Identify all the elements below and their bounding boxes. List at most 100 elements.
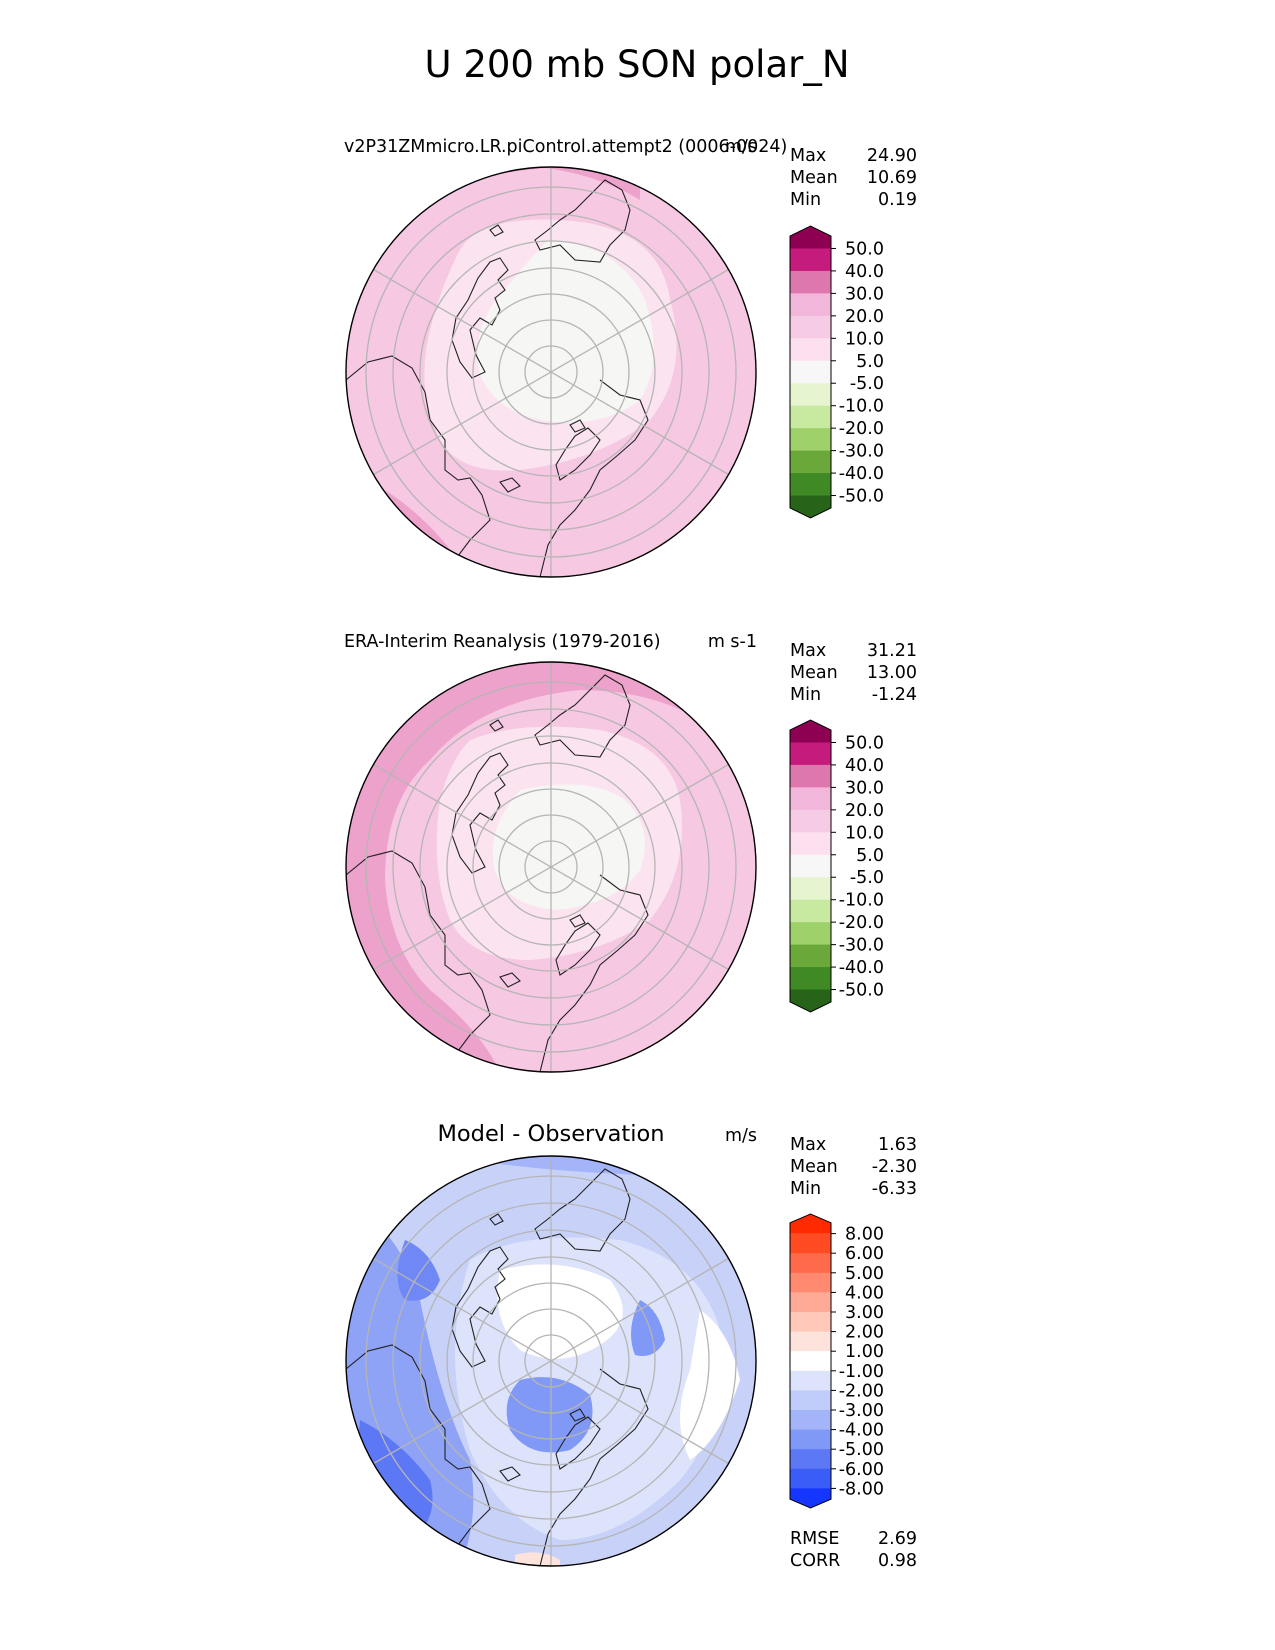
panel-obs-stats: Max 31.21 Mean 13.00 Min -1.24 (790, 641, 917, 705)
coastline-americas (346, 355, 491, 577)
stat-label-min: Min (790, 685, 821, 705)
panel-diff-stats: Max 1.63 Mean -2.30 Min -6.33 (790, 1135, 917, 1199)
stat-label-max: Max (790, 641, 826, 661)
colorbar-tick-label: 5.0 (856, 846, 884, 866)
colorbar-swatch (790, 764, 831, 788)
stat-value-max: 24.90 (867, 146, 917, 166)
coastline-greenland (451, 257, 509, 379)
coastline-eurasia (534, 179, 649, 577)
colorbar-tick-label: -50.0 (839, 981, 884, 1001)
colorbar-tick-label: 50.0 (845, 239, 884, 259)
colorbar-tick-label: -30.0 (839, 936, 884, 956)
stat-value-min: 0.19 (878, 190, 917, 210)
stat-value-max: 1.63 (878, 1135, 917, 1155)
panel-obs-units: m s-1 (708, 632, 757, 652)
map-border (345, 661, 757, 1073)
panel-diff-footer-stats: RMSE 2.69 CORR 0.98 (790, 1529, 917, 1571)
colorbar-tick-label: 30.0 (845, 778, 884, 798)
colorbar-swatch (790, 1253, 831, 1274)
stat-value-min: -1.24 (872, 685, 917, 705)
colorbar-swatch (790, 1292, 831, 1313)
stat-label-mean: Mean (790, 1157, 838, 1177)
colorbar-swatch (790, 248, 831, 272)
panel-model: v2P31ZMmicro.LR.piControl.attempt2 (0006… (344, 137, 917, 578)
colorbar-tick-label: 50.0 (845, 733, 884, 753)
colorbar-extend-min (790, 989, 831, 1012)
coastline-americas (346, 1344, 491, 1566)
colorbar-tick-label: -3.00 (839, 1401, 884, 1421)
colorbar-tick-label: 1.00 (845, 1342, 884, 1362)
coastline-americas (346, 850, 491, 1072)
meridian-line (373, 763, 729, 971)
colorbar-swatch (790, 967, 831, 990)
colorbar-extend-min (790, 495, 831, 518)
stat-label-corr: CORR (790, 1551, 840, 1571)
coastline-greenland (451, 752, 509, 874)
stat-value-corr: 0.98 (878, 1551, 917, 1571)
panel-obs: ERA-Interim Reanalysis (1979-2016) m s-1… (344, 632, 917, 1073)
panel-model-title: v2P31ZMmicro.LR.piControl.attempt2 (0006… (344, 137, 787, 157)
coastline-islands (489, 719, 586, 988)
stat-label-mean: Mean (790, 168, 838, 188)
field-neg-core-nw (397, 1240, 440, 1301)
coastlines (346, 179, 649, 577)
field-pos-spot (515, 1552, 560, 1566)
meridian-line (373, 1257, 729, 1465)
colorbar-tick-label: 40.0 (845, 262, 884, 282)
coastlines (346, 674, 649, 1072)
colorbar-obs: 50.0 40.030.0 20.010.0 5.0-5.0 -10.0-20.0 -30… (789, 719, 884, 1013)
colorbar-diff: 8.006.005.004.003.002.001.00-1.00-2.00-3… (789, 1213, 884, 1509)
coastline-islands (489, 1213, 586, 1482)
colorbar-swatch (790, 1429, 831, 1450)
colorbar-tick-label: -30.0 (839, 442, 884, 462)
colorbar-tick-label: 40.0 (845, 756, 884, 776)
colorbar-tick-label: -10.0 (839, 397, 884, 417)
graticule (365, 1156, 737, 1566)
colorbar-swatch (790, 1390, 831, 1411)
map-border (345, 166, 757, 578)
colorbar-swatch (790, 1331, 831, 1352)
panel-obs-title: ERA-Interim Reanalysis (1979-2016) (344, 632, 661, 652)
colorbar-swatch (790, 383, 831, 407)
field-neg-core-center (506, 1377, 593, 1453)
colorbar-swatch (790, 832, 831, 856)
colorbar-swatch (790, 473, 831, 496)
colorbar-swatch (790, 1312, 831, 1332)
colorbar-tick-label: 8.00 (845, 1225, 884, 1245)
map-border (345, 1155, 757, 1567)
panel-diff: Model - Observation m/s Max 1.63 Mean -2… (345, 1121, 917, 1571)
colorbar-tick-label: 2.00 (845, 1323, 884, 1343)
colorbar-swatch (790, 1351, 831, 1372)
colorbar-tick-label: -40.0 (839, 464, 884, 484)
field-neg-core-east (631, 1300, 665, 1356)
colorbar-tick-label: -5.0 (850, 374, 884, 394)
colorbar-swatch (790, 270, 831, 294)
stat-value-min: -6.33 (872, 1179, 917, 1199)
coastline-greenland (451, 1246, 509, 1368)
colorbar-tick-label: -20.0 (839, 913, 884, 933)
field-white-east (680, 1310, 740, 1460)
colorbar-tick-label: -5.0 (850, 868, 884, 888)
graticule (365, 662, 737, 1072)
colorbar-tick-label: 20.0 (845, 307, 884, 327)
colorbar-tick-label: -1.00 (839, 1362, 884, 1382)
colorbar-swatch (790, 877, 831, 901)
stat-value-mean: -2.30 (872, 1157, 917, 1177)
colorbar-swatch (790, 809, 831, 833)
colorbar-swatch (790, 1370, 831, 1391)
stat-label-min: Min (790, 190, 821, 210)
colorbar-tick-label: 3.00 (845, 1303, 884, 1323)
stat-value-mean: 10.69 (867, 168, 917, 188)
meridian-line (373, 268, 729, 476)
colorbar-swatch (790, 742, 831, 766)
colorbar-swatch (790, 315, 831, 339)
colorbar-tick-label: 10.0 (845, 823, 884, 843)
colorbar-tick-label: 10.0 (845, 329, 884, 349)
stat-value-rmse: 2.69 (878, 1529, 917, 1549)
figure-title: U 200 mb SON polar_N (424, 43, 849, 86)
field-pole-white (497, 1264, 623, 1359)
colorbar-swatch (790, 405, 831, 429)
coastline-scandinavia (555, 1416, 601, 1470)
colorbar-tick-label: 4.00 (845, 1283, 884, 1303)
